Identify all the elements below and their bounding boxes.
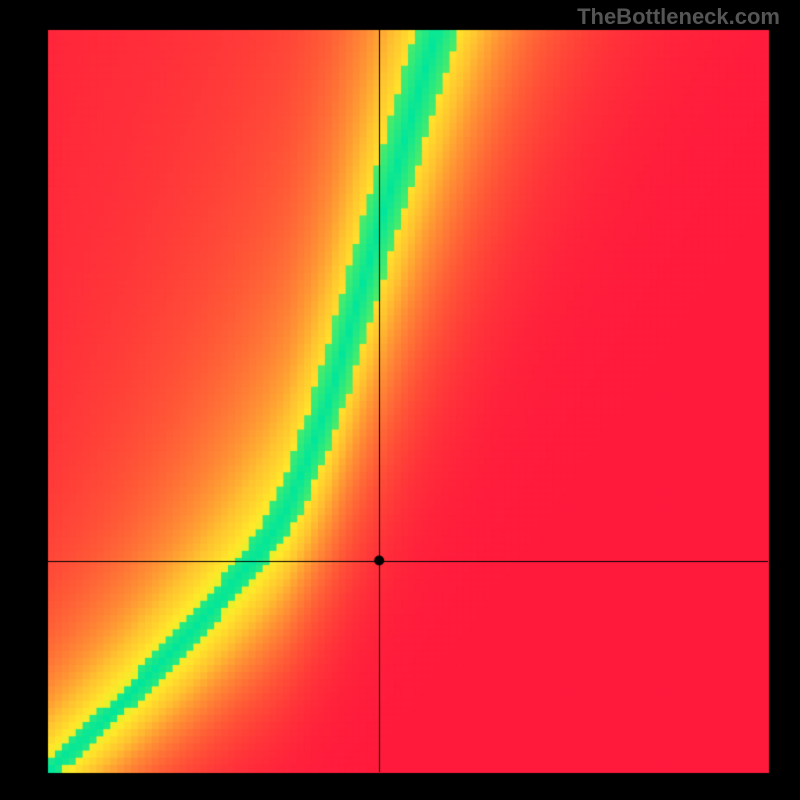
chart-container: TheBottleneck.com [0,0,800,800]
heatmap-canvas [0,0,800,800]
watermark-text: TheBottleneck.com [577,4,780,30]
